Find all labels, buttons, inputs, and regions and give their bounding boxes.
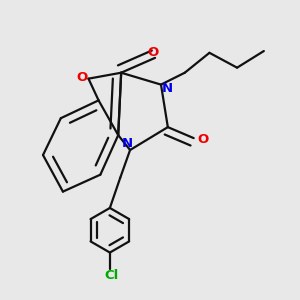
Text: O: O xyxy=(147,46,158,59)
Text: N: N xyxy=(162,82,173,95)
Text: Cl: Cl xyxy=(104,269,118,282)
Text: O: O xyxy=(76,71,88,84)
Text: O: O xyxy=(197,133,208,146)
Text: N: N xyxy=(122,137,133,150)
